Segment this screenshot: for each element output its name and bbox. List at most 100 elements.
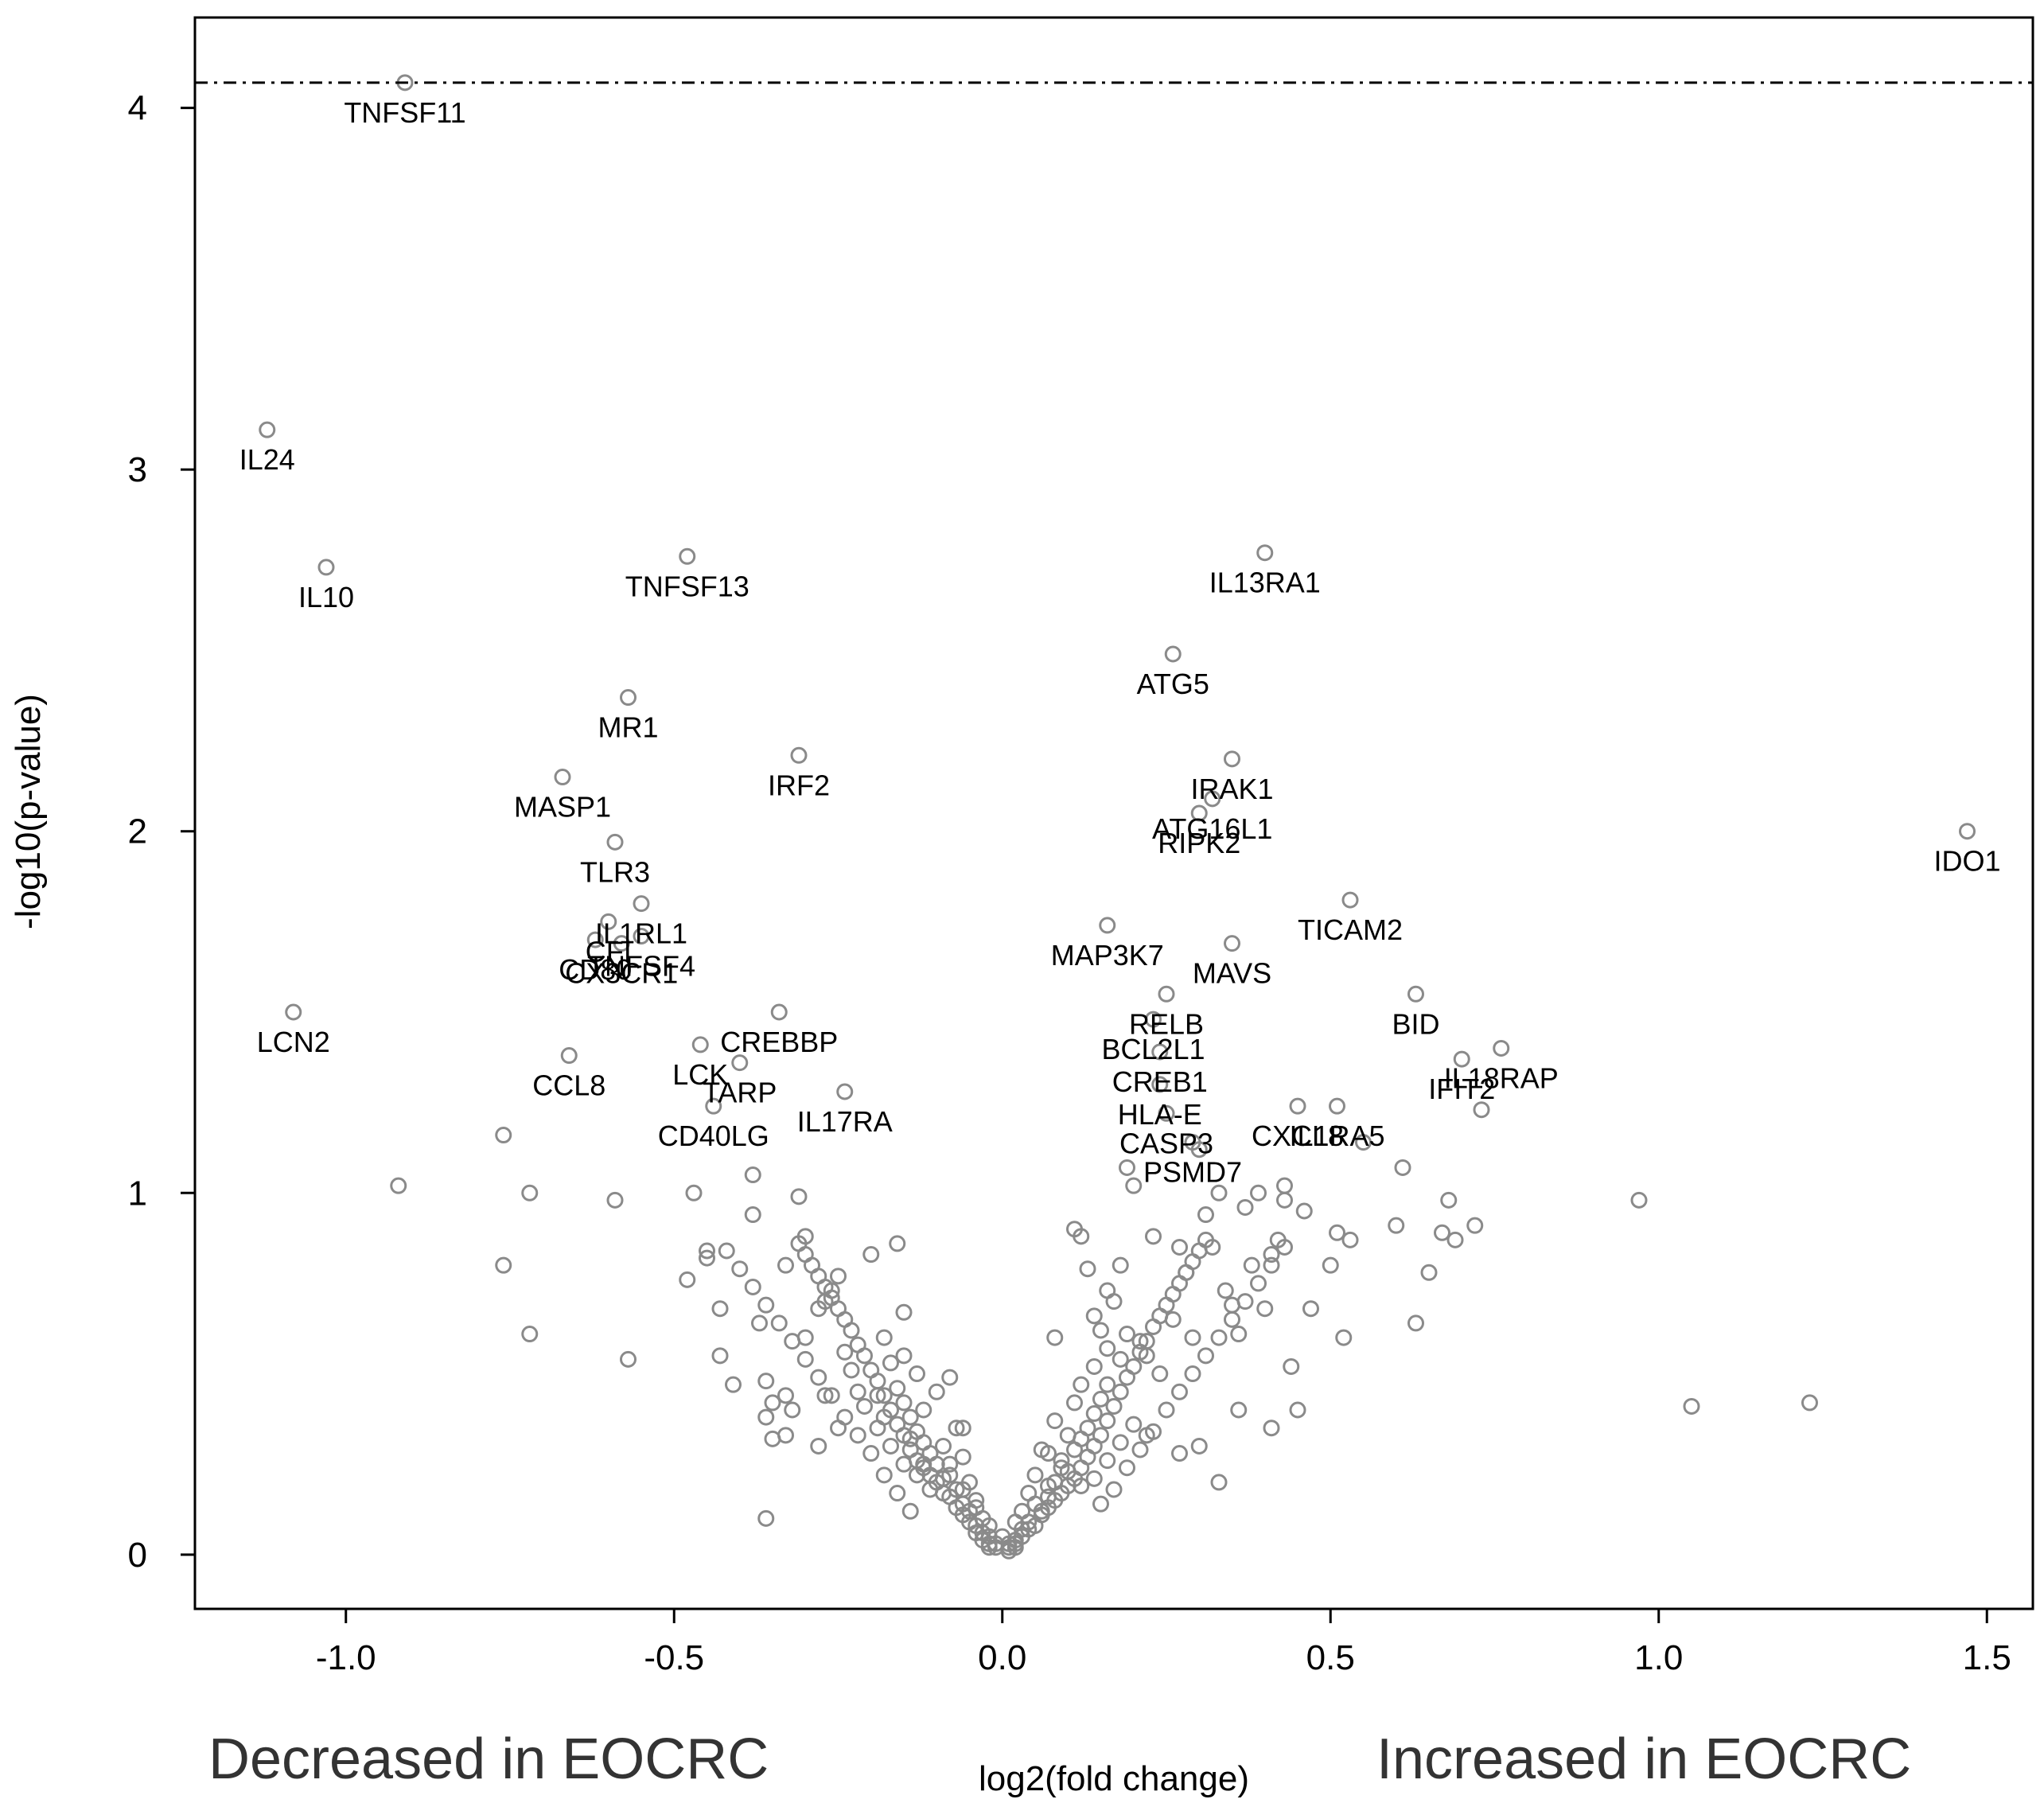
data-point [1224,1296,1240,1314]
point-label: CXCL8 [1252,1120,1344,1152]
x-axis-title: log2(fold change) [979,1759,1249,1798]
data-point [1085,1307,1103,1325]
y-tick-label: 2 [128,812,147,851]
data-point [1210,1184,1228,1201]
data-point [830,1420,847,1437]
point-label: IFIT2 [1428,1073,1495,1105]
data-point [1224,1310,1240,1328]
data-point [1131,1441,1149,1458]
data-point [869,1387,886,1404]
data-point [1250,1184,1267,1201]
data-point [856,1397,873,1415]
data-point [1801,1394,1818,1412]
data-point [1269,1231,1287,1248]
data-point [796,1350,814,1368]
data-point [836,1343,854,1361]
data-point [810,1437,827,1455]
data-point [1125,1357,1143,1375]
point-label: IRAK1 [1190,773,1273,805]
data-point [843,1361,860,1379]
data-point [390,1177,407,1194]
data-point [1630,1191,1648,1209]
labeled-data-point [600,913,617,930]
data-point [1407,1314,1424,1332]
data-point [1446,1231,1464,1248]
labeled-data-point [1224,935,1240,952]
increased-annotation: Increased in EOCRC [1376,1727,1911,1791]
point-label: ATG5 [1137,668,1209,700]
data-point [901,1408,919,1426]
data-point [948,1481,965,1498]
point-label: IL24 [239,443,295,476]
data-point [935,1437,952,1455]
data-point [1190,1437,1208,1455]
x-tick-label: -0.5 [644,1638,704,1677]
labeled-data-point [1407,985,1424,1003]
data-point [1125,1177,1143,1194]
labeled-data-point [1151,1076,1169,1093]
point-label: ATG16L1 [1152,812,1272,845]
labeled-data-point [1256,544,1274,562]
data-point [810,1369,827,1386]
labeled-data-point [1151,1043,1169,1061]
data-point [1053,1459,1070,1477]
data-point [1210,1474,1228,1491]
data-point [954,1448,971,1466]
data-point [495,1127,512,1144]
data-point [1197,1347,1214,1365]
data-point [744,1278,761,1295]
labeled-data-point [606,833,624,851]
data-point [889,1380,906,1397]
data-point [1184,1329,1201,1346]
data-point [699,1249,715,1267]
data-point [606,1191,624,1209]
data-point [1210,1329,1228,1346]
labeled-data-point [691,1036,709,1053]
data-point [1099,1376,1116,1393]
data-point [1145,1228,1162,1245]
data-point [954,1420,971,1437]
data-point [725,1376,742,1393]
data-point [757,1408,775,1426]
data-point [1388,1217,1405,1234]
data-point [1256,1300,1274,1318]
y-tick-label: 0 [128,1536,147,1575]
data-point [1085,1357,1103,1375]
data-point [711,1300,729,1318]
data-point [1683,1397,1700,1415]
data-point [875,1408,893,1426]
labeled-data-point [633,895,650,913]
data-point [875,1466,893,1484]
labeled-data-point [317,559,335,576]
point-label: CASP3 [1119,1127,1213,1159]
data-point [889,1416,906,1433]
data-point [889,1485,906,1502]
data-point [928,1383,945,1400]
data-point [1302,1300,1319,1318]
data-point [849,1336,866,1353]
data-point [895,1303,913,1321]
data-point [1033,1441,1050,1458]
data-point [895,1394,913,1412]
y-axis-title: -log10(p-value) [9,694,48,929]
data-point [1092,1427,1109,1444]
point-label: TLR3 [580,855,650,888]
point-label: BCL2L1 [1101,1033,1205,1065]
data-point [849,1383,866,1400]
data-point [1164,1310,1182,1328]
labeled-data-point [790,746,808,764]
data-point [921,1481,939,1498]
point-label: IRF2 [768,769,830,801]
data-point [1105,1397,1123,1415]
data-point [1263,1256,1280,1274]
data-point [941,1466,959,1484]
point-label: BID [1392,1007,1439,1040]
data-point [1250,1275,1267,1292]
data-point [1289,1401,1306,1419]
labeled-data-point [633,928,650,945]
data-point [1079,1260,1096,1278]
labeled-data-point [731,1054,749,1072]
points-layer [259,74,1976,1560]
data-point [1085,1470,1103,1487]
